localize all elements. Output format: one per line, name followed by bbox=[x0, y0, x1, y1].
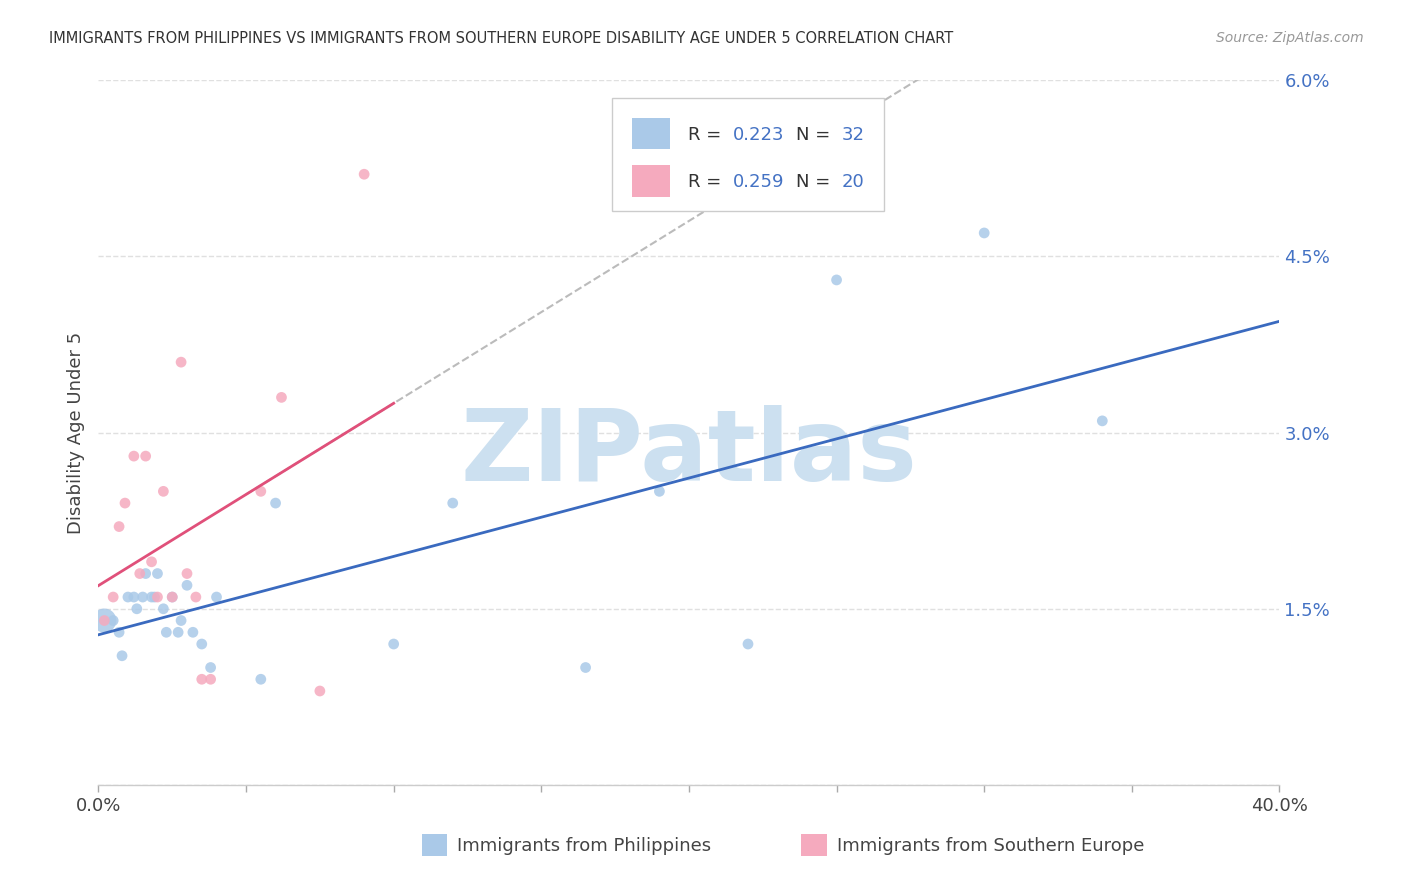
Text: 0.223: 0.223 bbox=[733, 127, 785, 145]
Point bbox=[135, 449, 157, 463]
Point bbox=[200, 660, 222, 674]
Text: IMMIGRANTS FROM PHILIPPINES VS IMMIGRANTS FROM SOUTHERN EUROPE DISABILITY AGE UN: IMMIGRANTS FROM PHILIPPINES VS IMMIGRANT… bbox=[49, 31, 953, 46]
Point bbox=[264, 496, 287, 510]
Point bbox=[441, 496, 464, 510]
Point bbox=[103, 614, 125, 628]
Point bbox=[184, 590, 207, 604]
Point bbox=[155, 625, 177, 640]
Text: Immigrants from Philippines: Immigrants from Philippines bbox=[457, 837, 711, 855]
Point bbox=[141, 555, 163, 569]
FancyBboxPatch shape bbox=[633, 165, 671, 196]
FancyBboxPatch shape bbox=[633, 118, 671, 149]
Point bbox=[162, 590, 183, 604]
Point bbox=[250, 673, 273, 687]
Point bbox=[205, 590, 228, 604]
Point bbox=[146, 590, 169, 604]
Y-axis label: Disability Age Under 5: Disability Age Under 5 bbox=[66, 332, 84, 533]
Point bbox=[93, 614, 115, 628]
Text: N =: N = bbox=[796, 127, 837, 145]
Point bbox=[146, 566, 169, 581]
Point bbox=[648, 484, 671, 499]
Text: 20: 20 bbox=[841, 173, 865, 192]
Point bbox=[143, 590, 166, 604]
Point bbox=[353, 167, 375, 181]
Point bbox=[181, 625, 204, 640]
Point bbox=[162, 590, 183, 604]
Point bbox=[176, 578, 198, 592]
Point bbox=[108, 625, 131, 640]
Point bbox=[170, 355, 193, 369]
Point bbox=[122, 449, 145, 463]
Point bbox=[250, 484, 273, 499]
Point bbox=[114, 496, 136, 510]
Point bbox=[108, 519, 131, 533]
Point bbox=[382, 637, 405, 651]
Point bbox=[176, 566, 198, 581]
Point bbox=[135, 566, 157, 581]
Text: Source: ZipAtlas.com: Source: ZipAtlas.com bbox=[1216, 31, 1364, 45]
Text: 0.259: 0.259 bbox=[733, 173, 785, 192]
Point bbox=[128, 566, 150, 581]
Point bbox=[103, 590, 125, 604]
Text: R =: R = bbox=[688, 127, 727, 145]
Point bbox=[132, 590, 155, 604]
Text: 32: 32 bbox=[841, 127, 865, 145]
Text: Immigrants from Southern Europe: Immigrants from Southern Europe bbox=[837, 837, 1144, 855]
Point bbox=[191, 673, 214, 687]
Point bbox=[167, 625, 190, 640]
Point bbox=[575, 660, 598, 674]
Point bbox=[170, 614, 193, 628]
Point bbox=[309, 684, 332, 698]
Point bbox=[191, 637, 214, 651]
Point bbox=[152, 601, 174, 615]
Point bbox=[825, 273, 848, 287]
Point bbox=[152, 484, 174, 499]
Point bbox=[973, 226, 995, 240]
Point bbox=[125, 601, 148, 615]
Text: ZIPatlas: ZIPatlas bbox=[461, 405, 917, 502]
Point bbox=[111, 648, 134, 663]
Point bbox=[117, 590, 139, 604]
Point bbox=[141, 590, 163, 604]
Point bbox=[200, 673, 222, 687]
Point bbox=[93, 614, 115, 628]
Text: R =: R = bbox=[688, 173, 727, 192]
Point bbox=[122, 590, 145, 604]
Point bbox=[270, 391, 292, 405]
Text: N =: N = bbox=[796, 173, 837, 192]
Point bbox=[1091, 414, 1114, 428]
FancyBboxPatch shape bbox=[612, 98, 884, 211]
Point bbox=[737, 637, 759, 651]
